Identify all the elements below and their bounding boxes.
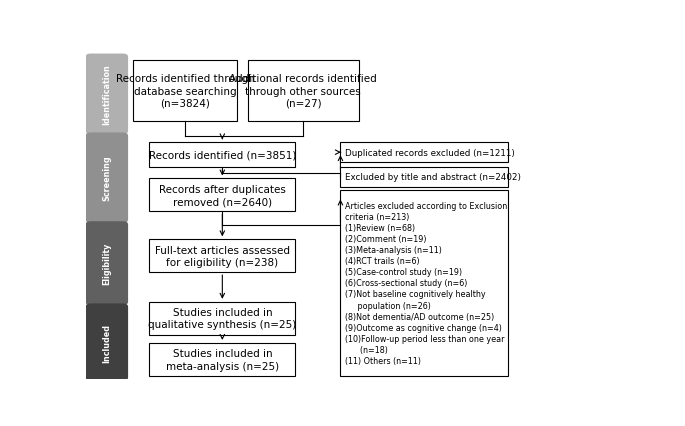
Text: Included: Included [102, 323, 112, 362]
FancyBboxPatch shape [340, 143, 508, 163]
FancyBboxPatch shape [340, 190, 508, 376]
FancyBboxPatch shape [340, 167, 508, 187]
FancyBboxPatch shape [149, 143, 295, 167]
Text: Records after duplicates
removed (n=2640): Records after duplicates removed (n=2640… [159, 184, 286, 207]
FancyBboxPatch shape [247, 61, 359, 122]
Text: Identification: Identification [102, 64, 112, 125]
Text: Excluded by title and abstract (n=2402): Excluded by title and abstract (n=2402) [345, 173, 521, 182]
Text: Full-text articles assessed
for eligibility (n=238): Full-text articles assessed for eligibil… [155, 245, 290, 267]
Text: Studies included in
meta-analysis (n=25): Studies included in meta-analysis (n=25) [166, 348, 279, 371]
Text: Additional records identified
through other sources
(n=27): Additional records identified through ot… [229, 74, 377, 109]
Text: Eligibility: Eligibility [102, 242, 112, 285]
FancyBboxPatch shape [86, 304, 128, 381]
Text: Records identified (n=3851): Records identified (n=3851) [149, 150, 296, 160]
Text: Screening: Screening [102, 155, 112, 201]
FancyBboxPatch shape [86, 222, 128, 305]
FancyBboxPatch shape [149, 240, 295, 273]
Text: Duplicated records excluded (n=1211): Duplicated records excluded (n=1211) [345, 148, 514, 157]
FancyBboxPatch shape [86, 55, 128, 135]
FancyBboxPatch shape [134, 61, 237, 122]
Text: Records identified through
database searching
(n=3824): Records identified through database sear… [116, 74, 254, 109]
FancyBboxPatch shape [86, 133, 128, 223]
Text: Articles excluded according to Exclusion
criteria (n=213)
(1)Review (n=68)
(2)Co: Articles excluded according to Exclusion… [345, 201, 507, 365]
FancyBboxPatch shape [149, 179, 295, 212]
FancyBboxPatch shape [149, 343, 295, 376]
Text: Studies included in
qualitative synthesis (n=25): Studies included in qualitative synthesi… [148, 307, 297, 330]
FancyBboxPatch shape [149, 302, 295, 335]
